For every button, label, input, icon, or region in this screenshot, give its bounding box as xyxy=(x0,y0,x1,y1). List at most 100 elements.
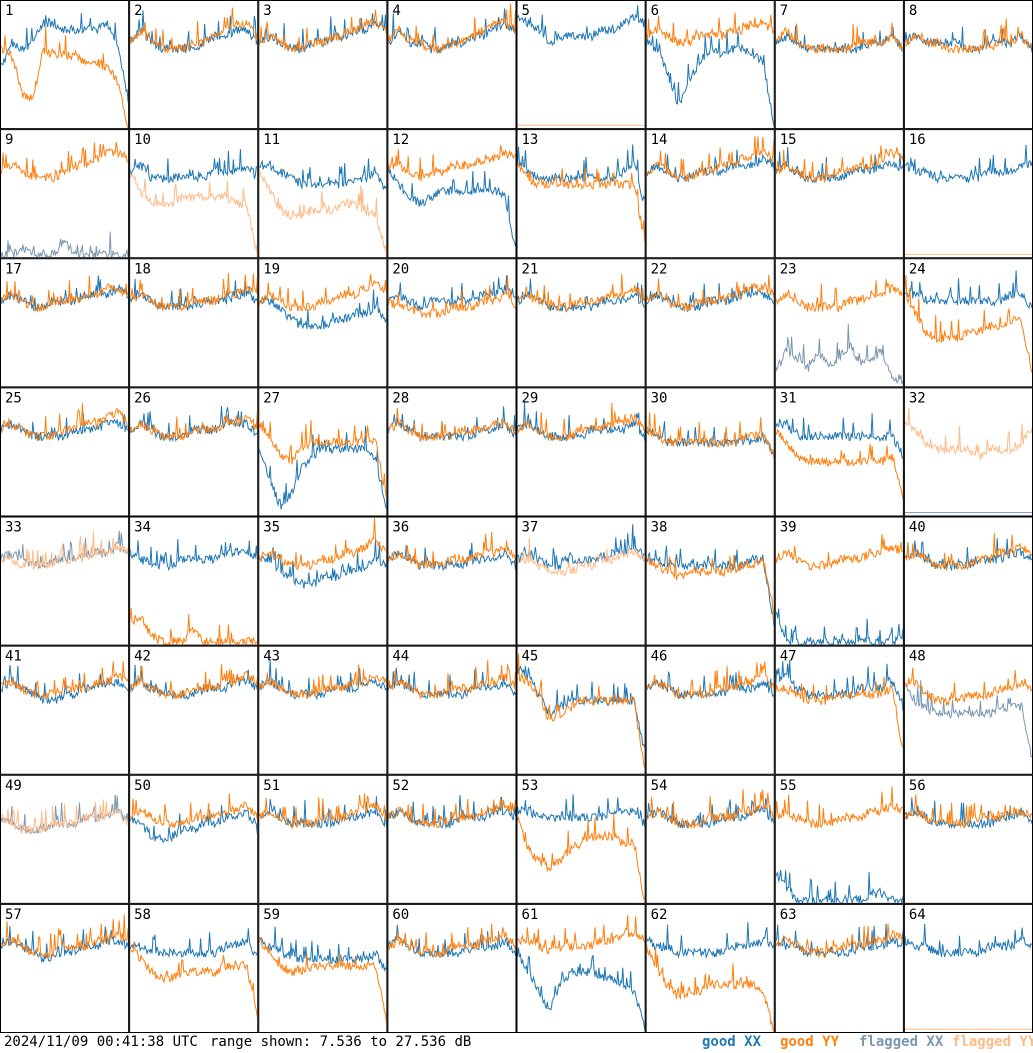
series-yy xyxy=(259,9,387,53)
panel-45: 45 xyxy=(516,645,646,775)
panel-13: 13 xyxy=(516,129,646,259)
series-yy xyxy=(775,22,903,54)
series-xx xyxy=(259,289,387,330)
panel-57: 57 xyxy=(0,903,130,1033)
panel-frame xyxy=(387,258,517,388)
panel-frame xyxy=(903,258,1033,388)
panel-frame xyxy=(0,258,130,388)
panel-60: 60 xyxy=(387,903,517,1033)
panel-label: 24 xyxy=(909,261,926,277)
series-xx xyxy=(1,231,129,258)
panel-54: 54 xyxy=(645,774,775,904)
series-yy xyxy=(904,18,1032,54)
panel-27: 27 xyxy=(258,387,388,517)
panel-label: 48 xyxy=(909,649,926,665)
series-xx xyxy=(775,147,903,184)
panel-label: 8 xyxy=(909,3,917,19)
legend-good-xx: good XX xyxy=(702,1034,762,1050)
series-yy xyxy=(1,530,129,570)
series-xx xyxy=(904,144,1032,185)
series-xx xyxy=(646,671,774,699)
panel-label: 12 xyxy=(392,132,409,148)
series-yy xyxy=(388,145,516,182)
panel-label: 43 xyxy=(263,649,280,665)
panel-label: 18 xyxy=(134,261,151,277)
panel-label: 21 xyxy=(522,261,539,277)
panel-frame xyxy=(129,516,259,646)
series-yy xyxy=(130,941,258,1018)
panel-frame xyxy=(387,903,517,1033)
panel-frame xyxy=(0,516,130,646)
panel-frame xyxy=(0,0,130,130)
panel-51: 51 xyxy=(258,774,388,904)
panel-frame xyxy=(387,0,517,130)
panel-label: 2 xyxy=(134,3,142,19)
panel-label: 5 xyxy=(522,3,530,19)
series-xx xyxy=(646,545,774,626)
panel-frame xyxy=(645,129,775,259)
panel-frame xyxy=(516,903,646,1033)
series-yy xyxy=(775,786,903,828)
panel-42: 42 xyxy=(129,645,259,775)
panel-30: 30 xyxy=(645,387,775,517)
panel-label: 49 xyxy=(5,778,22,794)
panel-16: 16 xyxy=(903,129,1033,259)
panel-label: 42 xyxy=(134,649,151,665)
panel-frame xyxy=(645,645,775,775)
timestamp: 2024/11/09 00:41:38 UTC xyxy=(4,1034,198,1050)
series-xx xyxy=(259,13,387,54)
series-xx xyxy=(775,870,903,903)
panel-frame xyxy=(258,387,388,517)
panel-43: 43 xyxy=(258,645,388,775)
panel-frame xyxy=(258,645,388,775)
panel-label: 20 xyxy=(392,261,409,277)
panel-5: 5 xyxy=(516,0,646,130)
panel-label: 57 xyxy=(5,907,22,923)
panel-label: 58 xyxy=(134,907,151,923)
panel-44: 44 xyxy=(387,645,517,775)
panel-label: 56 xyxy=(909,778,926,794)
series-yy xyxy=(1,799,129,834)
panel-7: 7 xyxy=(774,0,904,130)
panel-frame xyxy=(258,258,388,388)
series-xx xyxy=(259,926,387,972)
panel-frame xyxy=(903,0,1033,130)
panel-2: 2 xyxy=(129,0,259,130)
series-yy xyxy=(517,402,645,442)
series-xx xyxy=(646,798,774,829)
panel-21: 21 xyxy=(516,258,646,388)
panel-frame xyxy=(516,258,646,388)
panel-label: 33 xyxy=(5,520,22,536)
panel-38: 38 xyxy=(645,516,775,646)
panel-11: 11 xyxy=(258,129,388,259)
panel-label: 4 xyxy=(392,3,400,19)
panel-58: 58 xyxy=(129,903,259,1033)
panel-label: 25 xyxy=(5,390,22,406)
range-value: 7.536 to 27.536 dB xyxy=(319,1034,472,1050)
series-yy xyxy=(1,275,129,313)
series-yy xyxy=(646,661,774,700)
panel-frame xyxy=(516,645,646,775)
series-xx xyxy=(1,13,129,103)
series-yy xyxy=(775,145,903,184)
series-yy xyxy=(517,915,645,955)
series-yy xyxy=(517,537,645,577)
panel-label: 1 xyxy=(5,3,13,19)
series-yy xyxy=(388,275,516,319)
panel-frame xyxy=(129,903,259,1033)
panel-label: 23 xyxy=(780,261,797,277)
panel-frame xyxy=(129,645,259,775)
panel-label: 29 xyxy=(522,390,539,406)
panel-label: 39 xyxy=(780,520,797,536)
panel-label: 17 xyxy=(5,261,22,277)
panel-label: 50 xyxy=(134,778,151,794)
series-yy xyxy=(904,408,1032,461)
panel-17: 17 xyxy=(0,258,130,388)
series-xx xyxy=(904,270,1032,310)
panel-label: 37 xyxy=(522,520,539,536)
panel-label: 31 xyxy=(780,390,797,406)
series-yy xyxy=(130,664,258,701)
panel-53: 53 xyxy=(516,774,646,904)
panel-frame xyxy=(258,129,388,259)
panel-frame xyxy=(387,387,517,517)
